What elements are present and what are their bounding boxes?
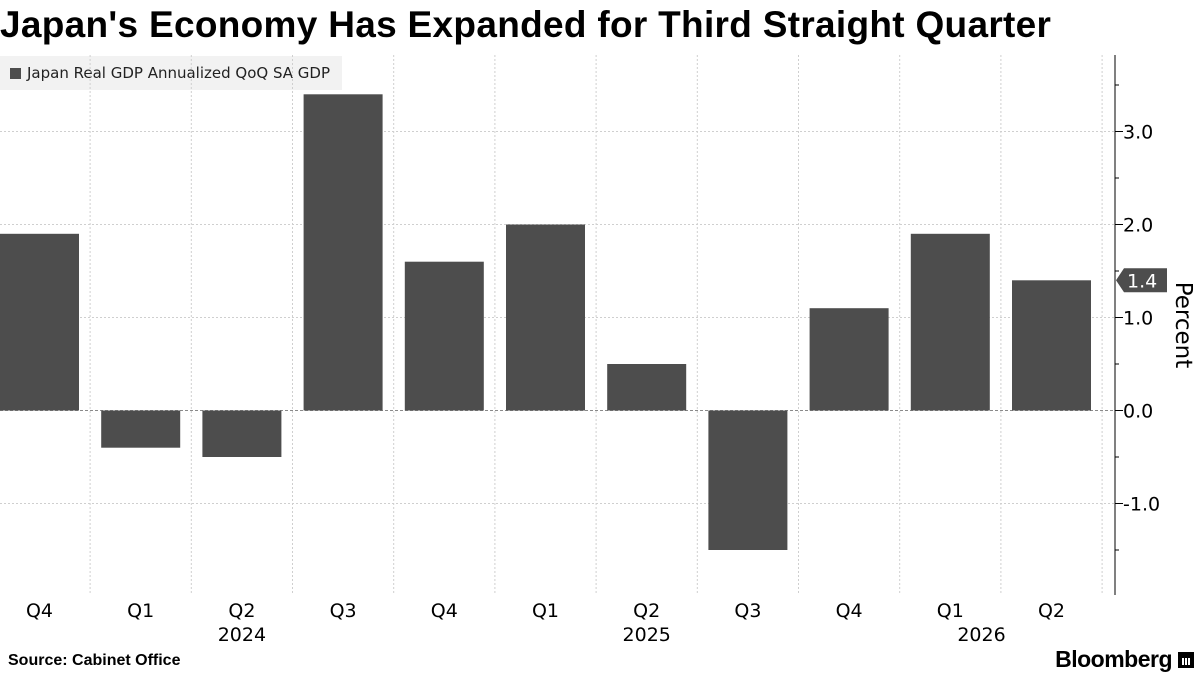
bar [910, 233, 990, 411]
y-tick-label: 1.0 [1123, 308, 1153, 330]
bar [708, 410, 788, 550]
y-tick-label: -1.0 [1123, 494, 1160, 516]
x-tick-label: Q2 [633, 600, 660, 622]
chart-title: Japan's Economy Has Expanded for Third S… [0, 4, 1052, 45]
x-tick-label: Q2 [1038, 600, 1065, 622]
source-note: Source: Cabinet Office [8, 652, 181, 669]
y-tick-label: 0.0 [1123, 401, 1153, 423]
bar [101, 410, 181, 448]
x-tick-label: Q1 [532, 600, 559, 622]
x-tick-label: Q4 [836, 600, 863, 622]
bar [0, 233, 79, 411]
y-axis: 3.0 2.0 1.0 0.0 -1.0 1.4 Percent [1114, 55, 1196, 595]
legend-label: Japan Real GDP Annualized QoQ SA GDP [27, 64, 331, 82]
y-tick-label: 3.0 [1123, 122, 1153, 144]
x-tick-label: Q3 [330, 600, 357, 622]
x-tick-label: Q4 [431, 600, 458, 622]
x-year-label: 2025 [623, 624, 671, 646]
bar [303, 94, 383, 411]
bar [607, 364, 687, 411]
x-tick-label: Q4 [26, 600, 53, 622]
brand-name: Bloomberg [1055, 646, 1172, 672]
x-tick-label: Q1 [127, 600, 154, 622]
legend: Japan Real GDP Annualized QoQ SA GDP [0, 56, 343, 90]
x-tick-label: Q1 [937, 600, 964, 622]
bar [809, 308, 889, 411]
x-tick-label: Q2 [228, 600, 255, 622]
bloomberg-mark-icon [1178, 651, 1194, 668]
bar [1012, 280, 1091, 411]
bar [404, 261, 484, 411]
bar [506, 224, 585, 411]
x-tick-label: Q3 [734, 600, 761, 622]
x-year-label: 2024 [218, 624, 266, 646]
bars [0, 94, 1091, 550]
legend-swatch [10, 67, 21, 79]
last-value-flag [1116, 268, 1167, 293]
y-axis-title: Percent [1170, 282, 1196, 369]
x-year-label: 2026 [957, 624, 1005, 646]
bar [202, 410, 282, 457]
bloomberg-logo: Bloomberg [1055, 646, 1194, 673]
y-tick-label: 2.0 [1123, 215, 1153, 237]
last-value-label: 1.4 [1127, 270, 1157, 292]
